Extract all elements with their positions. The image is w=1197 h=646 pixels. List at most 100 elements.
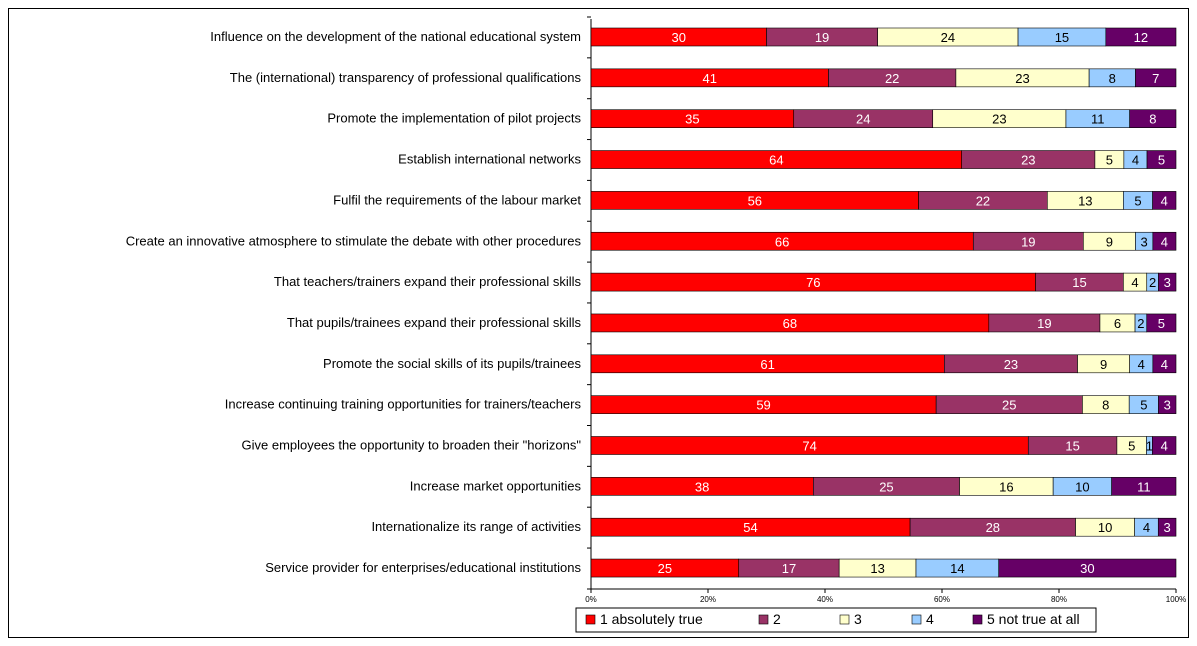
bar-segment-series-5 [1157, 517, 1177, 537]
data-label: 28 [986, 520, 1000, 535]
data-label: 19 [1021, 234, 1035, 249]
data-label: 24 [941, 30, 955, 45]
data-label: 15 [1065, 439, 1079, 454]
data-label: 23 [992, 112, 1006, 127]
category-label: Give employees the opportunity to broade… [242, 438, 582, 453]
data-label: 4 [1131, 275, 1138, 290]
data-label: 10 [1075, 479, 1089, 494]
data-label: 5 [1134, 193, 1141, 208]
data-label: 11 [1091, 112, 1105, 127]
data-label: 22 [885, 71, 899, 86]
legend-label: 3 [854, 611, 862, 627]
legend-swatch [585, 614, 596, 625]
data-label: 24 [856, 112, 870, 127]
data-label: 4 [1132, 153, 1139, 168]
bar-segment-series-5 [1158, 395, 1177, 414]
data-label: 4 [1161, 439, 1168, 454]
data-label: 5 [1128, 439, 1135, 454]
legend-label: 5 not true at all [987, 611, 1080, 627]
data-label: 2 [1137, 316, 1144, 331]
value-tick-label: 20% [700, 595, 716, 604]
data-label: 15 [1055, 30, 1069, 45]
category-label: Service provider for enterprises/educati… [265, 560, 581, 575]
data-label: 9 [1100, 357, 1107, 372]
stacked-bar-chart: Influence on the development of the nati… [126, 16, 1186, 633]
bar-segment-series-5 [1158, 272, 1177, 292]
data-label: 56 [748, 193, 762, 208]
category-label: Internationalize its range of activities [371, 519, 581, 534]
value-tick-label: 60% [934, 595, 950, 604]
data-label: 25 [658, 561, 672, 576]
data-label: 59 [756, 398, 770, 413]
bar-segment-series-5 [998, 558, 1177, 578]
category-label: Fulfil the requirements of the labour ma… [333, 192, 581, 207]
value-tick-label: 80% [1051, 595, 1067, 604]
data-label: 41 [703, 71, 717, 86]
data-label: 64 [769, 153, 783, 168]
bar-segment-series-5 [1135, 68, 1177, 88]
data-label: 61 [760, 357, 774, 372]
data-label: 13 [870, 561, 884, 576]
data-label: 22 [976, 193, 990, 208]
data-label: 4 [1161, 357, 1168, 372]
bar-segment-series-5 [1146, 313, 1177, 333]
category-label: Promote the implementation of pilot proj… [327, 111, 581, 126]
data-label: 25 [879, 479, 893, 494]
data-label: 5 [1106, 153, 1113, 168]
value-tick-label: 0% [585, 595, 597, 604]
data-label: 19 [1037, 316, 1051, 331]
category-label: Establish international networks [398, 152, 581, 167]
data-label: 14 [950, 561, 964, 576]
data-label: 25 [1002, 398, 1016, 413]
data-label: 4 [1143, 520, 1150, 535]
data-label: 76 [806, 275, 820, 290]
data-label: 6 [1114, 316, 1121, 331]
data-label: 3 [1141, 234, 1148, 249]
data-label: 1 [1146, 439, 1153, 454]
data-label: 66 [775, 234, 789, 249]
category-label: Create an innovative atmosphere to stimu… [126, 233, 582, 248]
data-label: 13 [1078, 193, 1092, 208]
data-label: 38 [695, 479, 709, 494]
bar-segment-series-5 [1105, 27, 1177, 47]
data-label: 68 [783, 316, 797, 331]
legend-label: 1 absolutely true [600, 611, 703, 627]
category-label: That teachers/trainers expand their prof… [274, 274, 582, 289]
data-label: 8 [1102, 398, 1109, 413]
value-tick-label: 100% [1166, 595, 1186, 604]
bar-segment-series-5 [1111, 477, 1177, 496]
bar-segment-series-5 [1152, 191, 1177, 210]
data-label: 23 [1004, 357, 1018, 372]
data-label: 54 [743, 520, 757, 535]
legend-swatch [911, 614, 922, 625]
data-label: 35 [685, 112, 699, 127]
category-label: Influence on the development of the nati… [210, 29, 581, 44]
data-label: 9 [1106, 234, 1113, 249]
data-label: 30 [1080, 561, 1094, 576]
legend-box [575, 607, 1097, 633]
data-label: 16 [999, 479, 1013, 494]
data-label: 3 [1164, 275, 1171, 290]
bar-segment-series-5 [1152, 231, 1177, 251]
data-label: 8 [1109, 71, 1116, 86]
category-label: Increase continuing training opportuniti… [225, 397, 582, 412]
data-label: 17 [782, 561, 796, 576]
category-label: The (international) transparency of prof… [230, 70, 582, 85]
data-label: 10 [1098, 520, 1112, 535]
data-label: 23 [1015, 71, 1029, 86]
category-label: Promote the social skills of its pupils/… [323, 356, 581, 371]
bar-segment-series-5 [1152, 354, 1177, 374]
data-label: 3 [1164, 520, 1171, 535]
legend-swatch [972, 614, 983, 625]
data-label: 15 [1072, 275, 1086, 290]
data-label: 3 [1164, 398, 1171, 413]
data-label: 4 [1161, 193, 1168, 208]
data-label: 23 [1021, 153, 1035, 168]
data-label: 11 [1137, 479, 1151, 494]
legend-swatch [758, 614, 769, 625]
data-label: 5 [1140, 398, 1147, 413]
category-label: That pupils/trainees expand their profes… [287, 315, 582, 330]
legend-swatch [839, 614, 850, 625]
data-label: 2 [1149, 275, 1156, 290]
data-label: 7 [1152, 71, 1159, 86]
